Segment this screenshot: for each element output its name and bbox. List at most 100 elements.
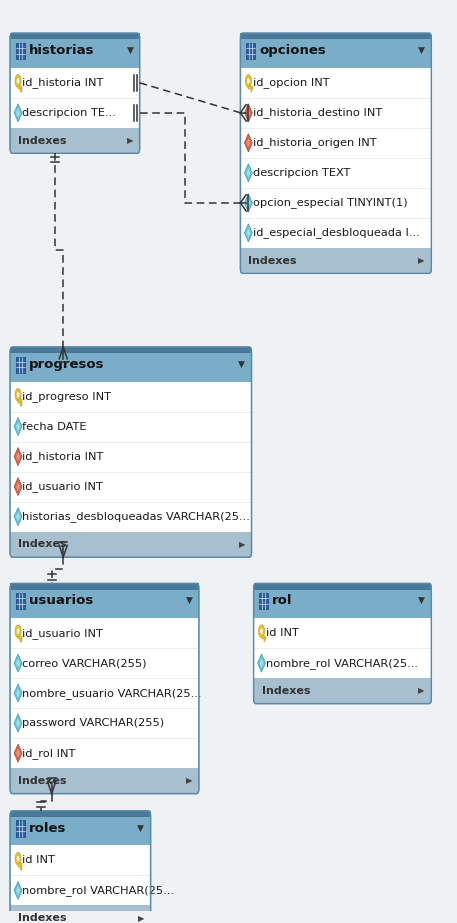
FancyBboxPatch shape bbox=[10, 583, 199, 794]
FancyBboxPatch shape bbox=[10, 845, 150, 905]
Text: id_usuario INT: id_usuario INT bbox=[22, 481, 103, 492]
Text: id_historia INT: id_historia INT bbox=[22, 451, 104, 462]
Circle shape bbox=[245, 75, 251, 88]
Polygon shape bbox=[16, 658, 20, 667]
FancyBboxPatch shape bbox=[18, 86, 22, 90]
Text: ▶: ▶ bbox=[419, 256, 425, 265]
Text: id_historia INT: id_historia INT bbox=[22, 78, 104, 89]
Polygon shape bbox=[246, 228, 250, 237]
Circle shape bbox=[17, 629, 19, 634]
Text: historias: historias bbox=[29, 44, 94, 57]
FancyBboxPatch shape bbox=[10, 618, 199, 768]
Text: correo VARCHAR(255): correo VARCHAR(255) bbox=[22, 658, 147, 668]
Text: progresos: progresos bbox=[29, 358, 104, 371]
FancyBboxPatch shape bbox=[18, 636, 22, 640]
Text: Indexes: Indexes bbox=[249, 256, 297, 266]
Circle shape bbox=[17, 856, 19, 861]
Text: Indexes: Indexes bbox=[261, 686, 310, 696]
Text: opciones: opciones bbox=[259, 44, 326, 57]
Text: id_progreso INT: id_progreso INT bbox=[22, 391, 112, 402]
FancyBboxPatch shape bbox=[10, 905, 150, 923]
Text: Indexes: Indexes bbox=[18, 136, 67, 146]
Polygon shape bbox=[14, 417, 22, 436]
FancyBboxPatch shape bbox=[254, 583, 431, 590]
Text: ▶: ▶ bbox=[138, 914, 144, 923]
FancyBboxPatch shape bbox=[254, 618, 431, 678]
Polygon shape bbox=[258, 654, 266, 672]
Text: id_opcion INT: id_opcion INT bbox=[253, 78, 329, 89]
Text: ▼: ▼ bbox=[186, 596, 192, 605]
FancyBboxPatch shape bbox=[20, 640, 21, 642]
FancyBboxPatch shape bbox=[10, 381, 251, 532]
Text: ▼: ▼ bbox=[127, 46, 133, 55]
Text: Indexes: Indexes bbox=[18, 539, 67, 549]
Polygon shape bbox=[16, 512, 20, 521]
Text: id_usuario INT: id_usuario INT bbox=[22, 628, 103, 639]
Circle shape bbox=[247, 78, 250, 84]
Polygon shape bbox=[16, 719, 20, 727]
FancyBboxPatch shape bbox=[10, 583, 199, 590]
Polygon shape bbox=[16, 749, 20, 758]
Polygon shape bbox=[16, 452, 20, 462]
Text: password VARCHAR(255): password VARCHAR(255) bbox=[22, 718, 165, 728]
Polygon shape bbox=[14, 654, 22, 672]
Polygon shape bbox=[14, 477, 22, 496]
Circle shape bbox=[15, 625, 21, 638]
Text: id INT: id INT bbox=[266, 628, 299, 638]
FancyBboxPatch shape bbox=[10, 33, 139, 40]
FancyBboxPatch shape bbox=[254, 583, 431, 703]
Text: nombre_usuario VARCHAR(25...: nombre_usuario VARCHAR(25... bbox=[22, 688, 202, 699]
FancyBboxPatch shape bbox=[249, 86, 253, 90]
Text: nombre_rol VARCHAR(25...: nombre_rol VARCHAR(25... bbox=[266, 657, 418, 668]
Polygon shape bbox=[260, 658, 264, 667]
FancyBboxPatch shape bbox=[10, 347, 251, 557]
FancyBboxPatch shape bbox=[254, 583, 431, 590]
FancyBboxPatch shape bbox=[240, 33, 431, 40]
FancyBboxPatch shape bbox=[10, 33, 139, 153]
Text: id INT: id INT bbox=[22, 856, 55, 866]
FancyBboxPatch shape bbox=[16, 356, 25, 373]
Polygon shape bbox=[14, 881, 22, 900]
Text: ▶: ▶ bbox=[419, 687, 425, 695]
Text: ▶: ▶ bbox=[186, 776, 192, 785]
FancyBboxPatch shape bbox=[10, 768, 199, 794]
FancyBboxPatch shape bbox=[246, 42, 255, 59]
Text: ▼: ▼ bbox=[418, 46, 425, 55]
FancyBboxPatch shape bbox=[10, 583, 199, 590]
Text: id_historia_origen INT: id_historia_origen INT bbox=[253, 138, 377, 149]
FancyBboxPatch shape bbox=[20, 90, 21, 92]
FancyBboxPatch shape bbox=[16, 593, 25, 609]
Polygon shape bbox=[14, 684, 22, 702]
FancyBboxPatch shape bbox=[10, 127, 139, 153]
Text: id_especial_desbloqueada I...: id_especial_desbloqueada I... bbox=[253, 227, 420, 238]
FancyBboxPatch shape bbox=[10, 347, 251, 354]
Polygon shape bbox=[14, 744, 22, 762]
Text: ▼: ▼ bbox=[138, 823, 144, 833]
FancyBboxPatch shape bbox=[10, 590, 199, 618]
Text: Indexes: Indexes bbox=[18, 913, 67, 923]
FancyBboxPatch shape bbox=[240, 33, 431, 40]
Text: roles: roles bbox=[29, 821, 66, 834]
FancyBboxPatch shape bbox=[254, 590, 431, 618]
Text: opcion_especial TINYINT(1): opcion_especial TINYINT(1) bbox=[253, 198, 407, 209]
Polygon shape bbox=[16, 482, 20, 491]
Polygon shape bbox=[246, 108, 250, 117]
Polygon shape bbox=[244, 134, 252, 152]
FancyBboxPatch shape bbox=[10, 354, 251, 381]
FancyBboxPatch shape bbox=[10, 811, 150, 817]
Polygon shape bbox=[244, 223, 252, 242]
Circle shape bbox=[260, 629, 263, 634]
Text: descripcion TE...: descripcion TE... bbox=[22, 108, 117, 118]
Polygon shape bbox=[244, 103, 252, 122]
Text: fecha DATE: fecha DATE bbox=[22, 422, 87, 432]
FancyBboxPatch shape bbox=[10, 532, 251, 557]
Polygon shape bbox=[16, 422, 20, 431]
Polygon shape bbox=[16, 689, 20, 698]
FancyBboxPatch shape bbox=[240, 67, 431, 248]
Circle shape bbox=[15, 389, 21, 402]
Polygon shape bbox=[14, 508, 22, 526]
Polygon shape bbox=[244, 163, 252, 182]
FancyBboxPatch shape bbox=[240, 248, 431, 273]
Circle shape bbox=[15, 852, 21, 865]
Text: usuarios: usuarios bbox=[29, 594, 93, 607]
